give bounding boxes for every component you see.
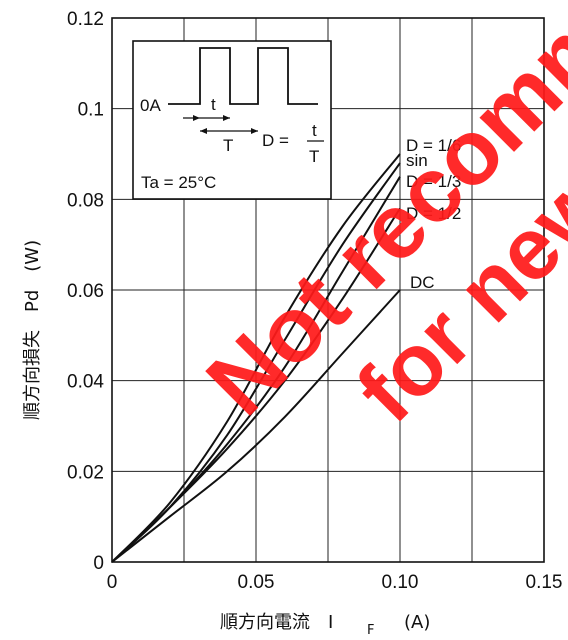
- inset-frame: [132, 40, 332, 200]
- series-line-dc: [111, 289, 401, 563]
- zero-amp-label: 0A: [140, 96, 161, 115]
- x-axis-unit: (A): [404, 612, 430, 633]
- series-label-dc: DC: [410, 273, 435, 292]
- series-label-d-1-6: D = 1/6: [406, 136, 461, 155]
- y-axis-label: 順方向損失 Pd (W): [22, 240, 43, 420]
- ambient-temp: Ta = 25°C: [141, 173, 216, 192]
- series-line-d-1-2: [111, 207, 401, 563]
- series-curves: [111, 153, 401, 563]
- duty-denominator: T: [309, 147, 319, 166]
- plot-frame: [111, 17, 545, 563]
- x-tick-label: 0: [107, 572, 118, 593]
- duty-cycle-inset: 0A t T D = t T Ta = 25°C: [132, 40, 332, 200]
- y-tick-label: 0: [93, 553, 104, 574]
- series-label-d-1-2: D = 1/2: [406, 204, 461, 223]
- y-tick-label: 0.08: [67, 190, 104, 211]
- period-label: T: [223, 136, 233, 155]
- pulse-waveform: [168, 47, 318, 105]
- series-label-sin: sin: [406, 151, 428, 170]
- x-tick-label: 0.10: [382, 572, 419, 593]
- pulse-width-arrowhead-right: [223, 115, 230, 121]
- duty-numerator: t: [312, 121, 317, 140]
- x-axis-label: 順方向電流 I: [220, 612, 333, 633]
- y-tick-label: 0.04: [67, 372, 104, 393]
- y-tick-label: 0.12: [67, 9, 104, 30]
- x-tick-label: 0.15: [526, 572, 563, 593]
- series-line-d-1-6: [111, 153, 401, 563]
- x-axis-label-subscript: F: [367, 623, 374, 638]
- pulse-width-label: t: [211, 95, 216, 114]
- pulse-width-arrowhead-left: [193, 115, 200, 121]
- x-tick-label: 0.05: [238, 572, 275, 593]
- series-label-d-1-3: D = 1/3: [406, 172, 461, 191]
- y-tick-label: 0.02: [67, 462, 104, 483]
- period-arrowhead-left: [200, 128, 207, 134]
- y-tick-label: 0.1: [78, 100, 104, 121]
- tick-labels: 0 0.02 0.04 0.06 0.08 0.1 0.12 0 0.05 0.10 0.15: [67, 9, 562, 593]
- period-arrowhead-right: [251, 128, 258, 134]
- duty-prefix: D =: [262, 131, 289, 150]
- y-tick-label: 0.06: [67, 281, 104, 302]
